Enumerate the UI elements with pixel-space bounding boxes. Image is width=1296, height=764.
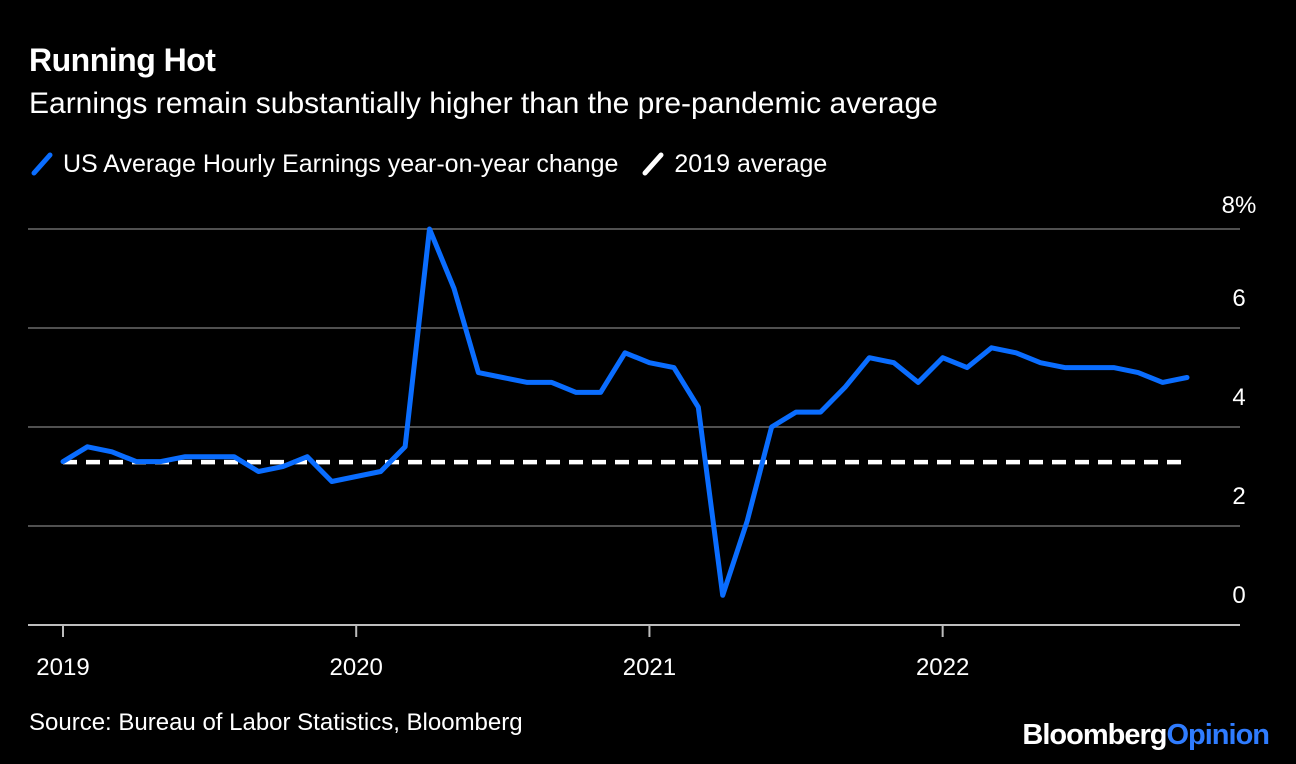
legend-item-average: 2019 average — [640, 150, 827, 179]
legend-swatch-average — [642, 152, 664, 176]
x-tick-label-2: 2021 — [623, 654, 676, 681]
y-tick-label-1: 2 — [1232, 483, 1245, 510]
y-tick-label-4: 8% — [1222, 192, 1257, 219]
legend-label-average: 2019 average — [674, 149, 828, 178]
series-line-earnings — [60, 226, 1190, 598]
brand-part-1: Bloomberg — [1022, 719, 1167, 751]
brand-part-2: Opinion — [1166, 719, 1270, 751]
legend-swatch-earnings — [31, 152, 53, 176]
legend-label-earnings: US Average Hourly Earnings year-on-year … — [63, 149, 619, 178]
source-note: Source: Bureau of Labor Statistics, Bloo… — [29, 709, 523, 736]
x-tick-label-3: 2022 — [916, 654, 969, 681]
chart-title: Running Hot — [29, 42, 216, 78]
legend-item-earnings: US Average Hourly Earnings year-on-year … — [29, 150, 618, 179]
y-tick-label-2: 4 — [1232, 384, 1245, 411]
brand-logo: BloombergOpinion — [1022, 719, 1270, 752]
chart-subtitle: Earnings remain substantially higher tha… — [29, 87, 938, 120]
x-tick-label-1: 2020 — [330, 654, 383, 681]
y-tick-label-0: 0 — [1232, 582, 1245, 609]
y-tick-label-3: 6 — [1232, 285, 1245, 312]
legend: US Average Hourly Earnings year-on-year … — [29, 148, 849, 180]
x-tick-label-0: 2019 — [36, 654, 89, 681]
